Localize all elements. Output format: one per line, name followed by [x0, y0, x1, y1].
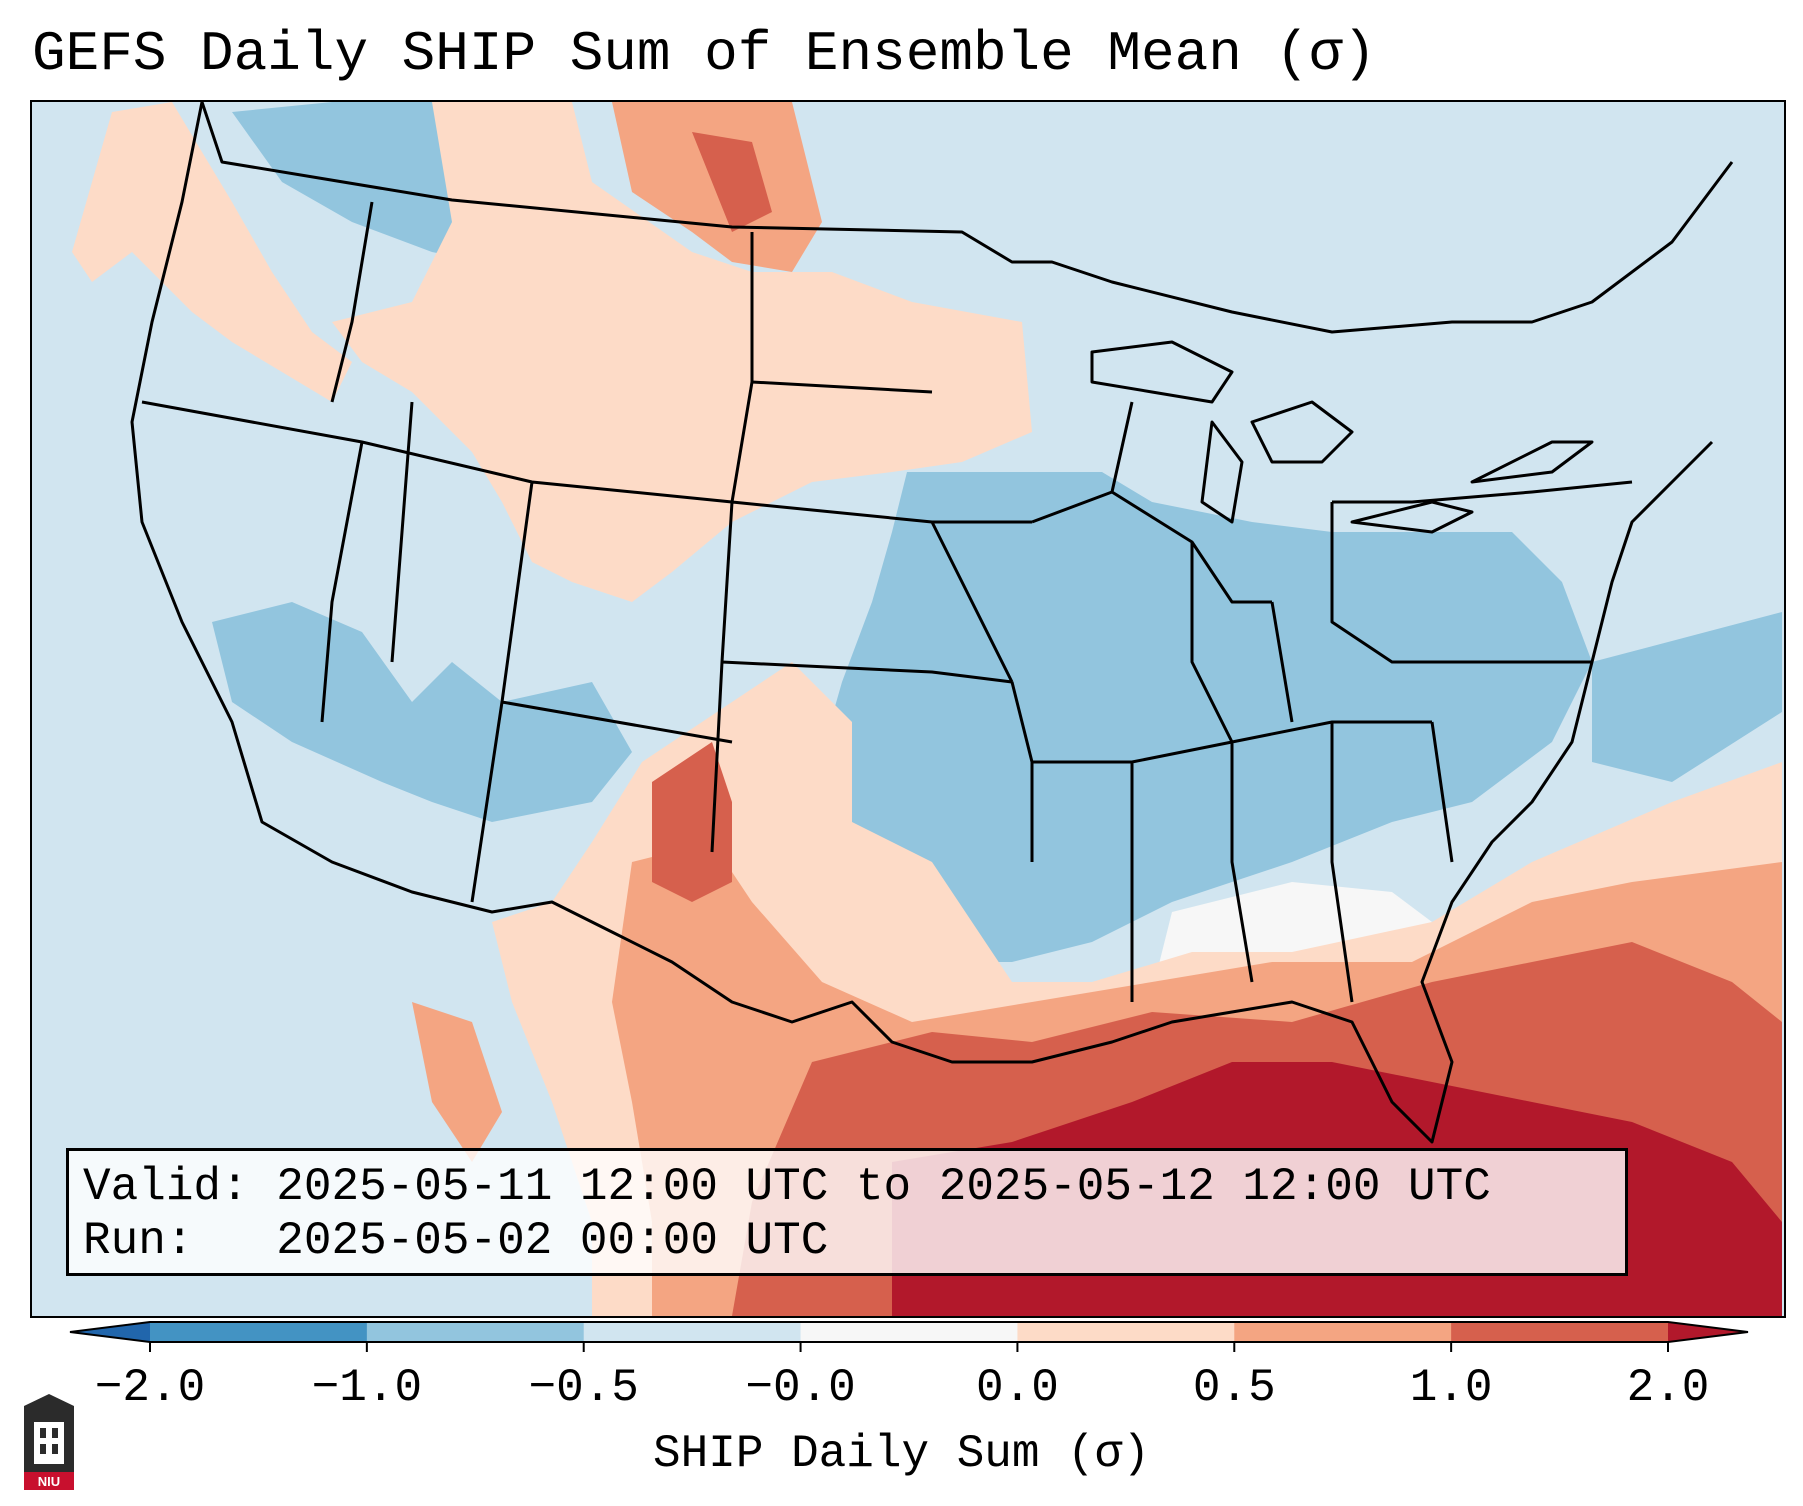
west-coast-positive-region [72, 102, 352, 402]
mexico-coast-positive [412, 1002, 502, 1162]
colorbar-segments [69, 1321, 1749, 1343]
figure-title: GEFS Daily SHIP Sum of Ensemble Mean (σ) [32, 22, 1377, 86]
ship-field-map [72, 102, 1782, 1316]
boundary-lines [130, 102, 1734, 1144]
colorbar-tick-label: 1.0 [1409, 1362, 1493, 1414]
central-us-negative-region [792, 472, 1592, 962]
run-label: Run: [83, 1215, 194, 1267]
colorbar-segment [150, 1322, 368, 1342]
colorbar-segment [1234, 1322, 1452, 1342]
valid-label: Valid: [83, 1161, 249, 1213]
colorbar-label: SHIP Daily Sum (σ) [653, 1428, 1150, 1480]
colorbar-segment [1017, 1322, 1235, 1342]
great-lakes [1090, 340, 1594, 534]
colorbar-tick-label: −0.0 [745, 1362, 856, 1414]
great-basin-negative-region [212, 602, 632, 822]
valid-time-line: Valid: 2025-05-11 12:00 UTC to 2025-05-1… [83, 1161, 1491, 1213]
valid-time-value: 2025-05-11 12:00 UTC to 2025-05-12 12:00… [276, 1161, 1491, 1213]
colorbar-segment [583, 1322, 802, 1342]
colorbar-segment [366, 1322, 585, 1342]
colorbar-tick-label: −0.5 [528, 1362, 639, 1414]
montana-strong-positive [692, 132, 772, 232]
colorbar-segment [1451, 1322, 1669, 1342]
colorbar-tick-label: −1.0 [311, 1362, 423, 1414]
logo-text: NIU [38, 1474, 60, 1489]
colorbar-extend-max [1668, 1322, 1748, 1342]
negative-anomaly-fields [212, 102, 1782, 962]
colorbar-tick-label: 0.5 [1192, 1362, 1276, 1414]
colorbar-tick-label: 0.0 [976, 1362, 1059, 1414]
atlantic-negative-region [1592, 612, 1782, 782]
run-time-value: 2025-05-02 00:00 UTC [276, 1215, 829, 1267]
run-time-line: Run: 2025-05-02 00:00 UTC [83, 1215, 828, 1267]
us-outline [130, 102, 1714, 1144]
colorbar-segment [800, 1322, 1018, 1342]
valid-run-info-box: Valid: 2025-05-11 12:00 UTC to 2025-05-1… [66, 1148, 1628, 1276]
colorbar-ticks [149, 1342, 1669, 1352]
north-idaho-negative-region [232, 102, 502, 262]
new-mexico-positive [652, 742, 732, 902]
us-canada-border [200, 102, 1734, 334]
niu-logo: NIU [24, 1394, 74, 1490]
state-lines [141, 201, 1633, 1003]
colorbar-extend-min [70, 1322, 150, 1342]
colorbar-tick-label: −2.0 [94, 1362, 206, 1414]
map-panel[interactable] [30, 100, 1786, 1318]
colorbar-tick-label: 2.0 [1626, 1362, 1710, 1414]
colorbar [69, 1321, 1749, 1352]
